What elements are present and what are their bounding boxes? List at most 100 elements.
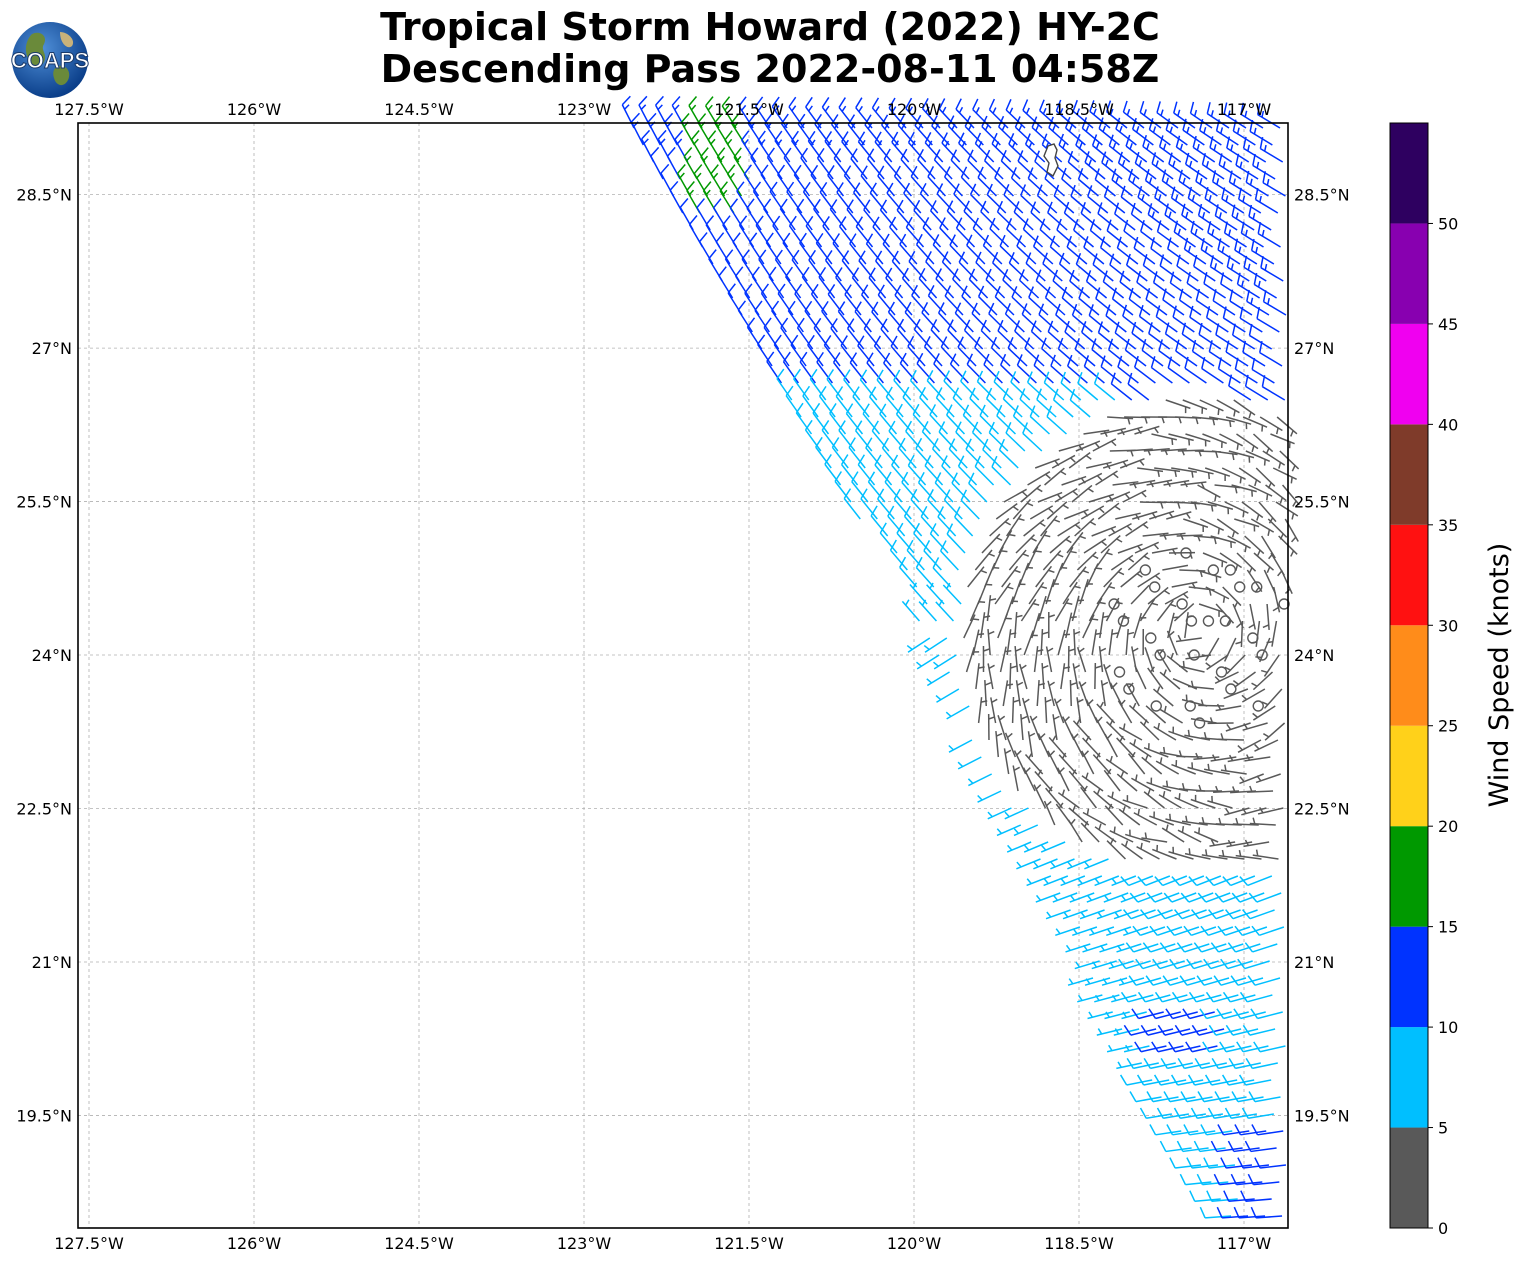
wind-barb <box>1128 287 1151 316</box>
wind-barb <box>1006 514 1025 537</box>
lon-tick-top: 117°W <box>1217 100 1272 119</box>
wind-barb <box>1136 270 1159 299</box>
wind-barb <box>1156 1107 1190 1119</box>
wind-barb <box>991 132 1012 163</box>
wind-barb <box>1219 433 1243 450</box>
wind-barb <box>972 629 985 656</box>
wind-barb <box>1211 450 1238 461</box>
wind-barb <box>860 284 879 316</box>
wind-barb <box>1125 682 1140 707</box>
wind-barb <box>1020 714 1028 741</box>
wind-barb <box>1049 235 1071 265</box>
wind-barb <box>1127 552 1150 571</box>
wind-barb <box>896 199 915 231</box>
wind-barb <box>914 114 933 146</box>
colorbar-bin <box>1390 625 1428 726</box>
wind-barb <box>1198 322 1222 350</box>
wind-barb <box>1147 203 1170 231</box>
wind-barb <box>1123 1044 1150 1053</box>
wind-barb <box>768 266 785 299</box>
wind-barb <box>1205 991 1239 1003</box>
wind-barb <box>1104 1011 1130 1020</box>
wind-barb <box>1070 184 1092 214</box>
wind-barb <box>1254 1157 1287 1169</box>
lon-tick-top: 123°W <box>557 100 612 119</box>
wind-barb <box>933 654 957 670</box>
wind-barb <box>1057 789 1080 809</box>
wind-barb <box>1096 582 1116 605</box>
wind-barb <box>1143 743 1169 758</box>
wind-barb <box>1082 614 1099 639</box>
wind-barb <box>843 369 861 401</box>
wind-barb <box>1190 794 1216 809</box>
wind-barb <box>893 369 912 401</box>
wind-barb <box>1104 733 1118 758</box>
wind-barb <box>1064 320 1086 350</box>
wind-barb <box>1116 735 1135 758</box>
wind-barb <box>1150 237 1173 265</box>
wind-barb <box>1043 371 1065 401</box>
wind-barb <box>994 166 1014 197</box>
wind-barb <box>869 386 887 418</box>
wind-barb <box>1228 374 1252 401</box>
wind-barb <box>969 387 989 418</box>
wind-barb <box>967 773 993 787</box>
lat-tick-right: 27°N <box>1294 339 1334 358</box>
wind-barb <box>919 386 938 418</box>
wind-barb <box>907 335 926 367</box>
wind-barb <box>1123 909 1156 920</box>
calm-wind-marker <box>1219 615 1232 627</box>
wind-barb <box>818 266 836 299</box>
wind-barb <box>996 824 1022 837</box>
wind-barb <box>967 566 988 588</box>
wind-barb <box>1144 169 1167 197</box>
wind-barb <box>867 471 886 503</box>
wind-barb <box>1229 289 1253 316</box>
wind-barb <box>1000 353 1020 384</box>
wind-barb <box>1005 422 1026 452</box>
wind-barb <box>1171 467 1197 478</box>
wind-barb <box>1241 688 1266 703</box>
wind-barb <box>1152 844 1177 860</box>
wind-barb <box>879 522 898 554</box>
wind-barb <box>1055 99 1077 129</box>
wind-barb <box>1230 1173 1263 1186</box>
wind-barb <box>696 198 711 231</box>
calm-wind-marker <box>1139 564 1152 576</box>
wind-barb <box>809 368 827 401</box>
wind-barb <box>1067 858 1092 870</box>
wind-barb <box>955 217 976 248</box>
wind-barb <box>999 234 1020 265</box>
wind-barb <box>1254 739 1279 752</box>
wind-barb <box>1176 1140 1209 1153</box>
wind-barb <box>1131 646 1139 673</box>
wind-barb <box>1141 754 1163 775</box>
wind-barb <box>743 164 760 197</box>
wind-barb <box>1018 562 1033 588</box>
wind-barb <box>1159 669 1181 690</box>
wind-barb <box>1115 117 1137 146</box>
wind-barb <box>1022 218 1044 248</box>
wind-barb <box>996 200 1017 231</box>
wind-barb <box>1151 433 1178 446</box>
wind-barb <box>1082 943 1108 953</box>
wind-barb <box>1159 705 1183 724</box>
wind-barb <box>1087 185 1109 214</box>
wind-barb <box>952 268 972 299</box>
wind-barb <box>1172 305 1195 333</box>
wind-barb <box>1062 909 1088 920</box>
wind-barb <box>793 164 811 197</box>
wind-barb <box>1099 612 1110 639</box>
wind-barb <box>1251 357 1275 384</box>
wind-barb <box>1116 612 1130 639</box>
wind-barb <box>1117 151 1140 180</box>
wind-barb <box>750 147 766 180</box>
wind-barb <box>840 335 858 367</box>
wind-barb <box>1173 603 1195 622</box>
calm-wind-marker <box>1123 683 1135 695</box>
logo-text: COAPS <box>11 48 89 73</box>
wind-barb <box>980 319 1001 350</box>
wind-barb <box>1219 552 1243 571</box>
wind-barb <box>890 335 909 367</box>
wind-barb <box>1162 564 1189 571</box>
